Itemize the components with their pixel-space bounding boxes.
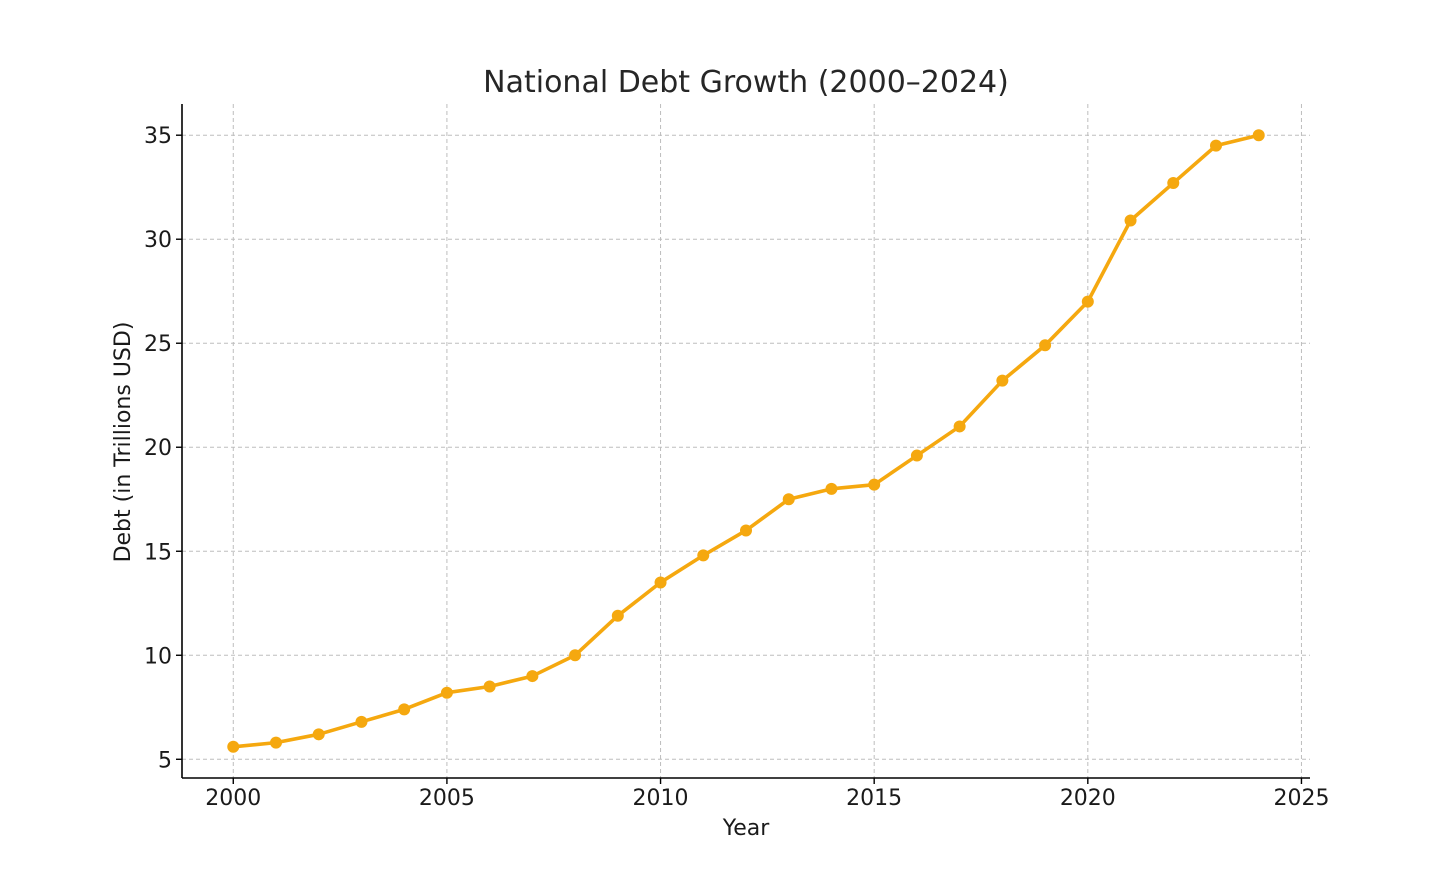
data-point — [270, 736, 282, 749]
x-tick-label: 2025 — [1273, 786, 1329, 811]
data-point — [868, 478, 881, 491]
data-point — [1124, 214, 1137, 227]
y-tick-label: 10 — [144, 644, 172, 669]
data-point — [526, 670, 539, 683]
y-tick-label: 5 — [158, 748, 172, 773]
y-tick-label: 30 — [144, 228, 172, 253]
data-point — [740, 524, 752, 537]
data-point — [654, 576, 667, 589]
data-point — [1081, 295, 1094, 308]
data-point — [569, 649, 582, 662]
x-tick-label: 2000 — [205, 786, 261, 811]
data-point — [611, 609, 624, 622]
data-point — [1039, 339, 1052, 352]
data-point — [996, 374, 1009, 387]
data-point — [440, 686, 453, 699]
x-tick-label: 2020 — [1060, 786, 1116, 811]
data-point — [483, 680, 496, 693]
y-tick-label: 35 — [144, 124, 172, 149]
data-point — [1210, 139, 1222, 152]
data-point — [227, 740, 240, 753]
x-tick-label: 2015 — [846, 786, 902, 811]
y-axis-label: Debt (in Trillions USD) — [111, 322, 136, 563]
data-series — [227, 129, 1265, 753]
data-point — [312, 728, 325, 741]
y-tick-label: 15 — [144, 540, 172, 565]
data-point — [398, 703, 411, 716]
y-tick-label: 20 — [144, 436, 172, 461]
chart-title: National Debt Growth (2000–2024) — [483, 65, 1009, 100]
data-point — [355, 715, 368, 728]
data-point — [782, 493, 795, 506]
x-axis-label: Year — [722, 816, 771, 841]
data-point — [1167, 177, 1180, 190]
data-point — [910, 449, 923, 462]
y-tick-label: 25 — [144, 332, 172, 357]
x-tick-label: 2005 — [419, 786, 475, 811]
axes-spines — [181, 104, 1310, 779]
x-tick-label: 2010 — [633, 786, 689, 811]
data-point — [825, 482, 838, 495]
data-point — [953, 420, 966, 433]
data-point — [1252, 129, 1265, 142]
grid-lines — [182, 104, 1310, 778]
data-point — [697, 549, 710, 562]
